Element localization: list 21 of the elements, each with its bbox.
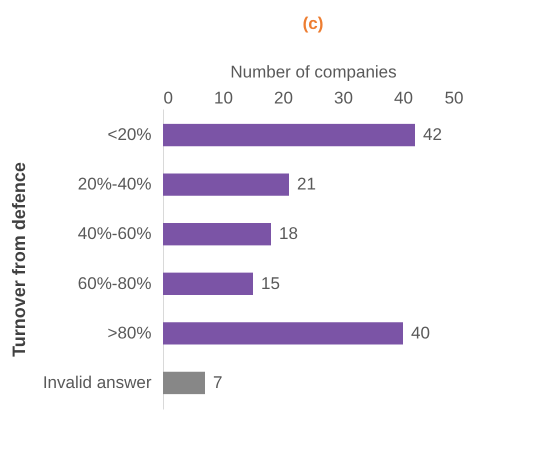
y-tick-label: 20%-40% [78,174,152,194]
data-label: 21 [297,174,316,194]
y-tick-label: <20% [108,125,152,144]
y-axis-title: Turnover from defence [8,162,29,357]
data-label: 15 [261,274,280,293]
data-label: 40 [411,323,430,342]
y-tick-label: 60%-80% [78,274,152,293]
y-tick-label: Invalid answer [42,372,152,392]
x-tick-label: 30 [334,88,353,108]
y-tick-label: 40%-60% [78,224,152,244]
x-tick-label: 50 [444,88,464,108]
x-tick-label: 20 [274,88,293,108]
x-tick-label: 10 [214,88,233,108]
data-label: 18 [279,224,298,244]
data-label: 42 [423,125,442,144]
data-label: 7 [213,372,222,392]
x-axis-title: Number of companies [230,62,397,82]
y-tick-label: >80% [108,323,152,342]
x-tick-label: 40 [394,88,413,108]
chart-title: (c) [302,14,324,33]
x-tick-label: 0 [164,88,173,108]
